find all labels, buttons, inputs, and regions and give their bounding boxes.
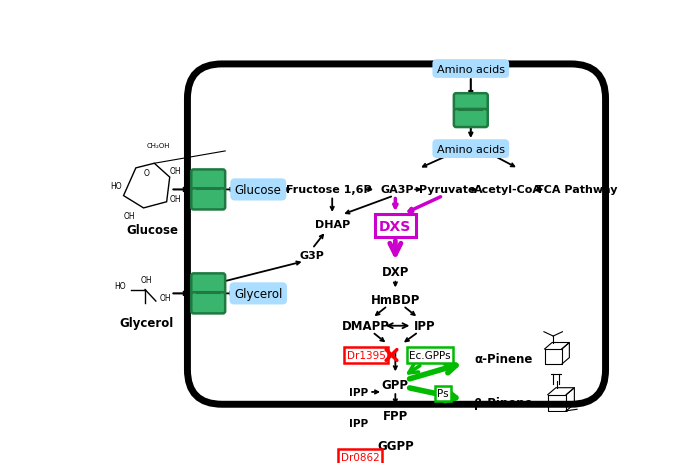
Text: DHAP: DHAP [314, 219, 350, 230]
Text: OH: OH [160, 293, 171, 302]
Text: β-Pinene: β-Pinene [474, 396, 532, 409]
Text: Glucose: Glucose [127, 224, 179, 237]
Text: Glucose: Glucose [235, 183, 282, 196]
Polygon shape [123, 164, 170, 208]
Text: HmBDP: HmBDP [371, 294, 420, 307]
Text: Acetyl-CoA: Acetyl-CoA [474, 185, 542, 195]
Text: O: O [144, 169, 149, 178]
Text: DXP: DXP [382, 266, 409, 279]
Text: Glycerol: Glycerol [234, 287, 282, 300]
Text: GGPP: GGPP [377, 439, 414, 452]
Text: Amino acids: Amino acids [437, 64, 505, 75]
FancyBboxPatch shape [191, 293, 225, 314]
Text: IPP: IPP [349, 387, 368, 397]
Text: Dr0862: Dr0862 [340, 451, 379, 462]
FancyBboxPatch shape [191, 189, 225, 210]
Text: DMAPP: DMAPP [342, 319, 390, 332]
Text: α-Pinene: α-Pinene [474, 352, 532, 366]
Text: OH: OH [170, 166, 182, 175]
Text: HO: HO [110, 181, 122, 191]
Text: GPP: GPP [382, 378, 409, 391]
Text: G3P: G3P [300, 250, 325, 260]
FancyBboxPatch shape [454, 110, 488, 128]
Text: OH: OH [124, 212, 136, 221]
Text: OH: OH [141, 275, 153, 284]
FancyBboxPatch shape [191, 170, 225, 191]
FancyBboxPatch shape [454, 94, 488, 112]
Text: Ps: Ps [437, 388, 449, 399]
Text: OH: OH [170, 195, 182, 204]
Text: CH₂OH: CH₂OH [147, 143, 170, 149]
Text: TCA Pathway: TCA Pathway [536, 185, 617, 195]
Text: Dr1395: Dr1395 [347, 350, 386, 360]
Text: GA3P: GA3P [380, 185, 414, 195]
Text: Amino acids: Amino acids [437, 144, 505, 154]
FancyBboxPatch shape [188, 65, 606, 404]
Text: IPP: IPP [414, 319, 436, 332]
Text: IPP: IPP [349, 418, 368, 428]
Text: FPP: FPP [383, 409, 408, 422]
Text: DXS: DXS [379, 219, 412, 233]
Text: Fructose 1,6P: Fructose 1,6P [286, 185, 371, 195]
Text: HO: HO [114, 282, 126, 291]
Text: Pyruvate: Pyruvate [419, 185, 476, 195]
FancyBboxPatch shape [191, 274, 225, 295]
Text: Ec.GPPs: Ec.GPPs [409, 350, 451, 360]
Text: Glycerol: Glycerol [119, 316, 174, 330]
